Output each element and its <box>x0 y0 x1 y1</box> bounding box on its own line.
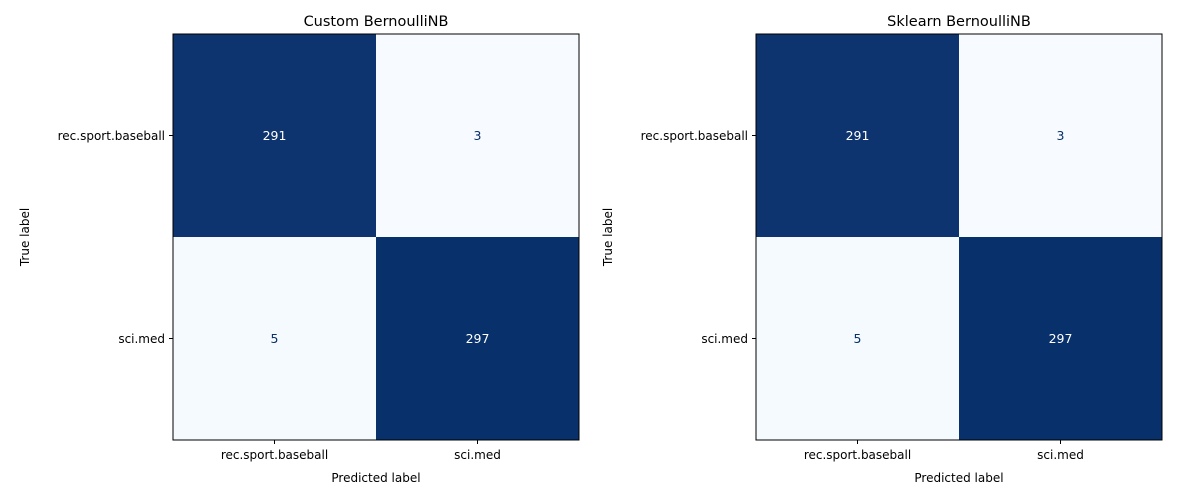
heatmap-cell <box>959 237 1162 440</box>
x-axis-ticks: rec.sport.baseball sci.med <box>804 440 1084 462</box>
heatmap-cell <box>756 34 959 237</box>
heatmap-cell <box>756 237 959 440</box>
cell-value-label: 3 <box>1057 128 1065 143</box>
cell-value-label: 3 <box>474 128 482 143</box>
heatmap-cells: 291 3 5 297 <box>756 34 1162 440</box>
heatmap-cells: 291 3 5 297 <box>173 34 579 440</box>
x-tick-label: rec.sport.baseball <box>221 448 328 462</box>
plot-frame <box>755 33 1163 441</box>
heatmap-cell <box>376 34 579 237</box>
confusion-matrix-sklearn: Sklearn BernoulliNB 291 3 5 297 rec.sport.b… <box>601 14 1163 485</box>
cell-value-label: 291 <box>846 128 870 143</box>
heatmap-cell <box>959 34 1162 237</box>
heatmap-cell <box>376 237 579 440</box>
plot-frame <box>172 33 580 441</box>
cell-value-label: 297 <box>466 331 490 346</box>
x-tick-label: rec.sport.baseball <box>804 448 911 462</box>
y-axis-ticks: rec.sport.baseball sci.med <box>641 129 756 346</box>
y-tick-label: rec.sport.baseball <box>641 129 748 143</box>
y-tick-label: sci.med <box>118 332 165 346</box>
chart-title: Sklearn BernoulliNB <box>887 14 1031 30</box>
cell-value-label: 297 <box>1049 331 1073 346</box>
cell-value-label: 5 <box>271 331 279 346</box>
x-tick-label: sci.med <box>1037 448 1084 462</box>
x-axis-ticks: rec.sport.baseball sci.med <box>221 440 501 462</box>
confusion-matrix-custom: Custom BernoulliNB 291 3 5 297 rec.sport.ba… <box>18 14 580 485</box>
cell-value-label: 291 <box>263 128 287 143</box>
y-tick-label: rec.sport.baseball <box>58 129 165 143</box>
heatmap-cell <box>173 237 376 440</box>
x-axis-label: Predicted label <box>914 471 1003 485</box>
x-tick-label: sci.med <box>454 448 501 462</box>
chart-title: Custom BernoulliNB <box>304 14 449 30</box>
y-tick-label: sci.med <box>701 332 748 346</box>
cell-value-label: 5 <box>854 331 862 346</box>
heatmap-cell <box>173 34 376 237</box>
y-axis-label: True label <box>601 208 615 267</box>
y-axis-label: True label <box>18 208 32 267</box>
y-axis-ticks: rec.sport.baseball sci.med <box>58 129 173 346</box>
x-axis-label: Predicted label <box>331 471 420 485</box>
